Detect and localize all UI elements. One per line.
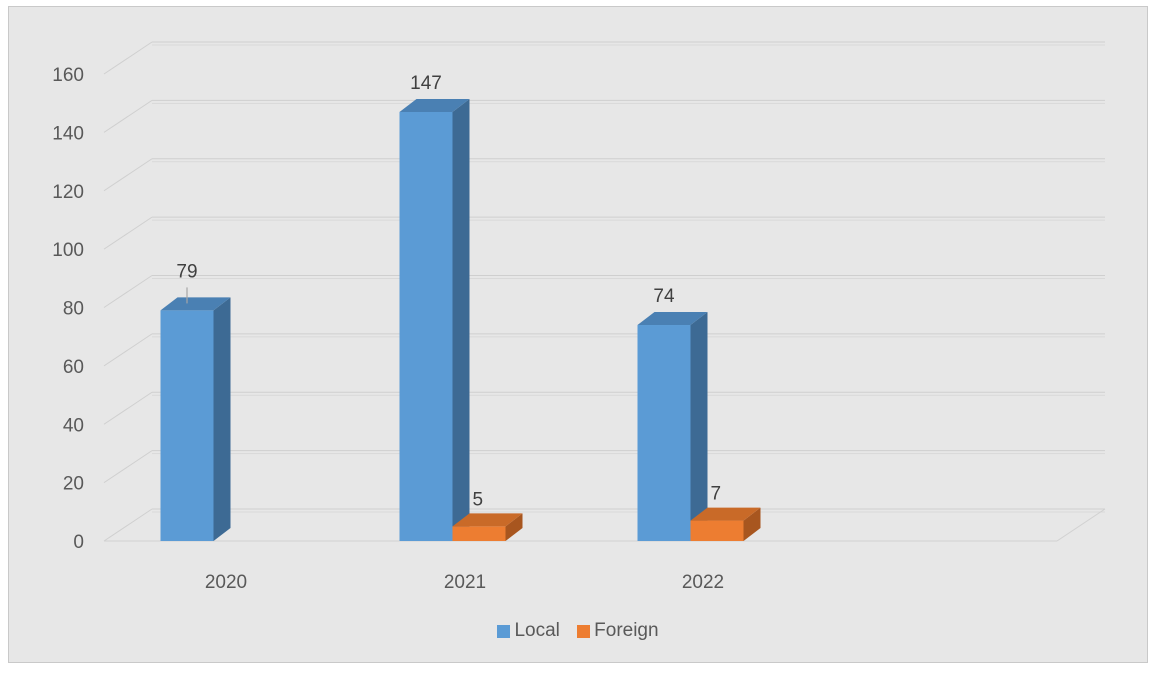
bar-top-local-2022 (637, 312, 708, 326)
bar-front-local-2020 (160, 310, 214, 541)
data-labels-layer: 79 147 74 5 7 (176, 73, 721, 510)
bar-top-local-2021 (399, 98, 470, 112)
gridline-side (103, 275, 153, 308)
legend-item-local: Local (497, 620, 560, 642)
bar-top-foreign-2022 (690, 507, 761, 521)
gridline-side (103, 99, 153, 133)
data-label-foreign-2021: 5 (473, 489, 484, 510)
bars-layer (160, 98, 761, 541)
gridline-side (103, 450, 153, 484)
bar-side-foreign-2022 (743, 507, 761, 541)
bar-front-local-2021 (399, 111, 453, 541)
y-axis: 0 20 40 60 80 100 120 140 160 (52, 65, 84, 553)
bar-side-local-2021 (452, 98, 470, 541)
legend: Local Foreign (0, 620, 1156, 644)
y-tick-label: 100 (52, 240, 84, 261)
x-tick-label-2020: 2020 (205, 572, 247, 593)
y-tick-label: 40 (63, 415, 84, 436)
bar-side-local-2020 (213, 297, 231, 541)
y-tick-label: 80 (63, 299, 84, 320)
x-tick-label-2021: 2021 (444, 572, 486, 593)
y-tick-label: 20 (63, 474, 84, 495)
data-label-local-2021: 147 (410, 73, 442, 94)
data-label-foreign-2022: 7 (711, 484, 722, 505)
bar-top-local-2020 (160, 297, 231, 311)
bar-side-foreign-2021 (505, 513, 523, 541)
bar-front-local-2022 (637, 325, 691, 541)
gridline-side (103, 158, 153, 192)
y-tick-label: 120 (52, 182, 84, 203)
legend-swatch-local (497, 624, 511, 638)
grid-layer (103, 41, 1106, 542)
gridline-side (103, 391, 153, 425)
y-tick-label: 0 (73, 532, 84, 553)
bar-front-foreign-2022 (690, 520, 744, 541)
y-tick-label: 160 (52, 65, 84, 86)
bar-front-foreign-2021 (452, 526, 506, 541)
bar-top-foreign-2021 (452, 513, 523, 527)
data-label-local-2022: 74 (653, 286, 675, 307)
bar-side-local-2022 (690, 312, 708, 541)
legend-label-local: Local (514, 620, 560, 641)
gridline-side (103, 41, 153, 75)
floor-right-edge (1056, 508, 1106, 542)
x-tick-label-2022: 2022 (682, 572, 724, 593)
x-axis: 2020 2021 2022 (205, 572, 724, 593)
gridline-side (103, 508, 153, 542)
y-tick-label: 140 (52, 123, 84, 144)
legend-label-foreign: Foreign (594, 620, 659, 641)
gridline-side (103, 333, 153, 367)
gridline-side (103, 216, 153, 250)
legend-swatch-foreign (577, 624, 591, 638)
y-tick-label: 60 (63, 357, 84, 378)
data-label-local-2020: 79 (176, 261, 197, 282)
legend-item-foreign: Foreign (577, 620, 659, 642)
